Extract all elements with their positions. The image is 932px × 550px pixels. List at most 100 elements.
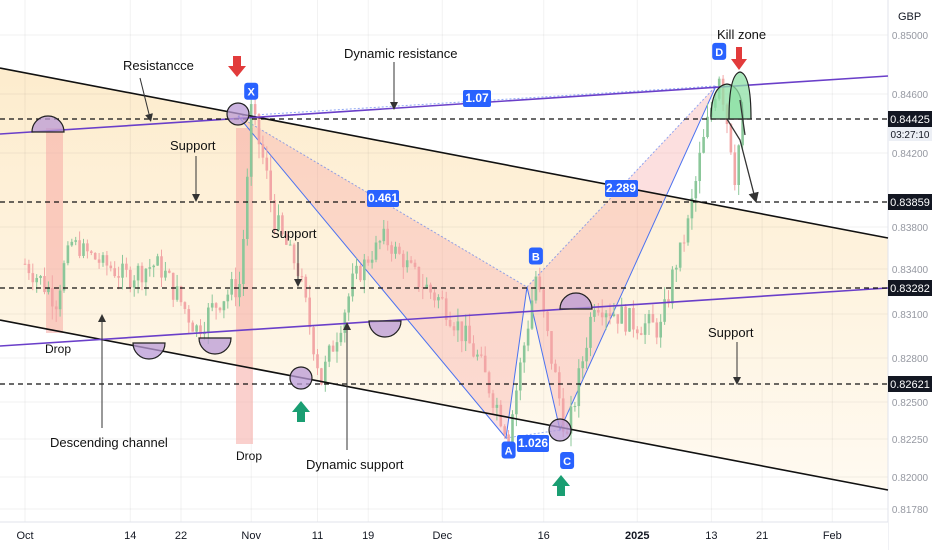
time-tick-0: Oct [16,530,33,542]
red-down-arrow-kill-zone [731,47,747,70]
time-axis-ticks: Oct 14 22 Nov 11 19 Dec 16 2025 13 21 Feb [16,530,841,542]
candle-body [97,259,101,263]
candle-body [47,287,50,293]
touch-marker-1 [31,115,65,133]
candle-body [429,284,432,293]
candle-body [121,263,124,278]
kill-zone-markers [710,71,752,120]
candle-body [585,347,588,362]
price-tick-1: 0.84600 [892,90,929,101]
candle-body [269,170,272,201]
candle-body [253,104,257,115]
candle-body [370,259,374,263]
green-up-arrow-1 [292,401,310,422]
badge-level-2 [888,194,932,210]
candle-body [554,363,557,373]
candle-body [620,306,623,324]
point-label-B: B [532,252,540,264]
candle-body [636,329,639,334]
candle-body [522,345,526,363]
candle-body [187,309,191,323]
candle-body [109,265,113,269]
candle-body [277,215,280,231]
badge-countdown [888,127,932,141]
label-drop-1: Drop [45,342,71,356]
time-tick-3: Nov [241,530,261,542]
candle-body [226,294,230,302]
candle-body [39,275,42,278]
candle-body [125,263,128,270]
candle-body [129,269,132,288]
candle-body [312,327,315,355]
candle-body [218,307,222,311]
label-support-2: Support [271,226,317,241]
label-support-3: Support [708,325,754,340]
candle-body [542,289,545,312]
candle-body [300,276,304,278]
badge-last-price-text: 0.84425 [890,114,930,126]
candle-body [546,311,549,332]
candle-body [335,342,339,352]
candle-body [66,245,70,264]
candle-body [54,306,58,310]
badge-last-price [888,111,932,127]
candle-body [682,242,686,244]
candle-body [351,273,354,297]
label-drop-2: Drop [236,449,262,463]
candle-body [136,265,140,281]
badge-countdown-text: 03:27:10 [891,130,930,141]
candle-body [480,354,483,356]
candle-body [390,245,393,254]
badge-level-4-text: 0.82621 [890,379,930,391]
point-box-A [501,441,516,459]
candle-body [168,270,171,273]
candle-body [441,297,444,299]
candle-body [671,269,674,304]
price-tick-10: 0.81780 [892,505,929,516]
candle-body [421,287,425,289]
candle-body [639,333,643,335]
candle-body [608,313,612,316]
candle-body [647,314,651,324]
candle-body [448,319,452,327]
candle-body [593,310,596,317]
time-tick-4: 11 [312,530,323,542]
candle-body [409,260,413,263]
candle-body [628,308,631,332]
candle-body [394,246,397,254]
time-tick-6: Dec [433,530,453,542]
candle-body [402,253,405,268]
time-axis-panel [0,522,888,550]
candle-body [183,302,187,310]
badge-level-3-text: 0.83282 [890,283,930,295]
candle-body [281,215,284,235]
candle-body [285,234,288,245]
price-tick-5: 0.83100 [892,310,929,321]
candle-body [550,331,553,364]
ratio-107: 1.07 [465,91,489,105]
price-tick-4: 0.83400 [892,265,929,276]
dynamic-support-line[interactable] [0,287,889,347]
candle-body [132,280,136,288]
harmonic-bcd-triangle [527,86,716,430]
candle-body [655,322,659,338]
candle-body [148,267,152,269]
candle-body [464,325,467,342]
candle-body [678,242,682,268]
channel-upper-line[interactable] [0,67,889,239]
ratio-1026: 1.026 [518,436,548,450]
candle-body [355,265,358,274]
label-descending-channel: Descending channel [50,435,168,450]
candle-body [249,104,253,177]
candle-body [604,313,608,318]
candle-body [690,198,694,219]
candle-body [331,345,335,352]
candle-body [530,300,534,329]
candle-body [292,244,296,264]
candle-body [612,314,616,316]
candle-body [257,114,261,145]
candle-body [702,136,705,153]
candle-body [210,303,214,308]
candle-body [413,262,417,267]
